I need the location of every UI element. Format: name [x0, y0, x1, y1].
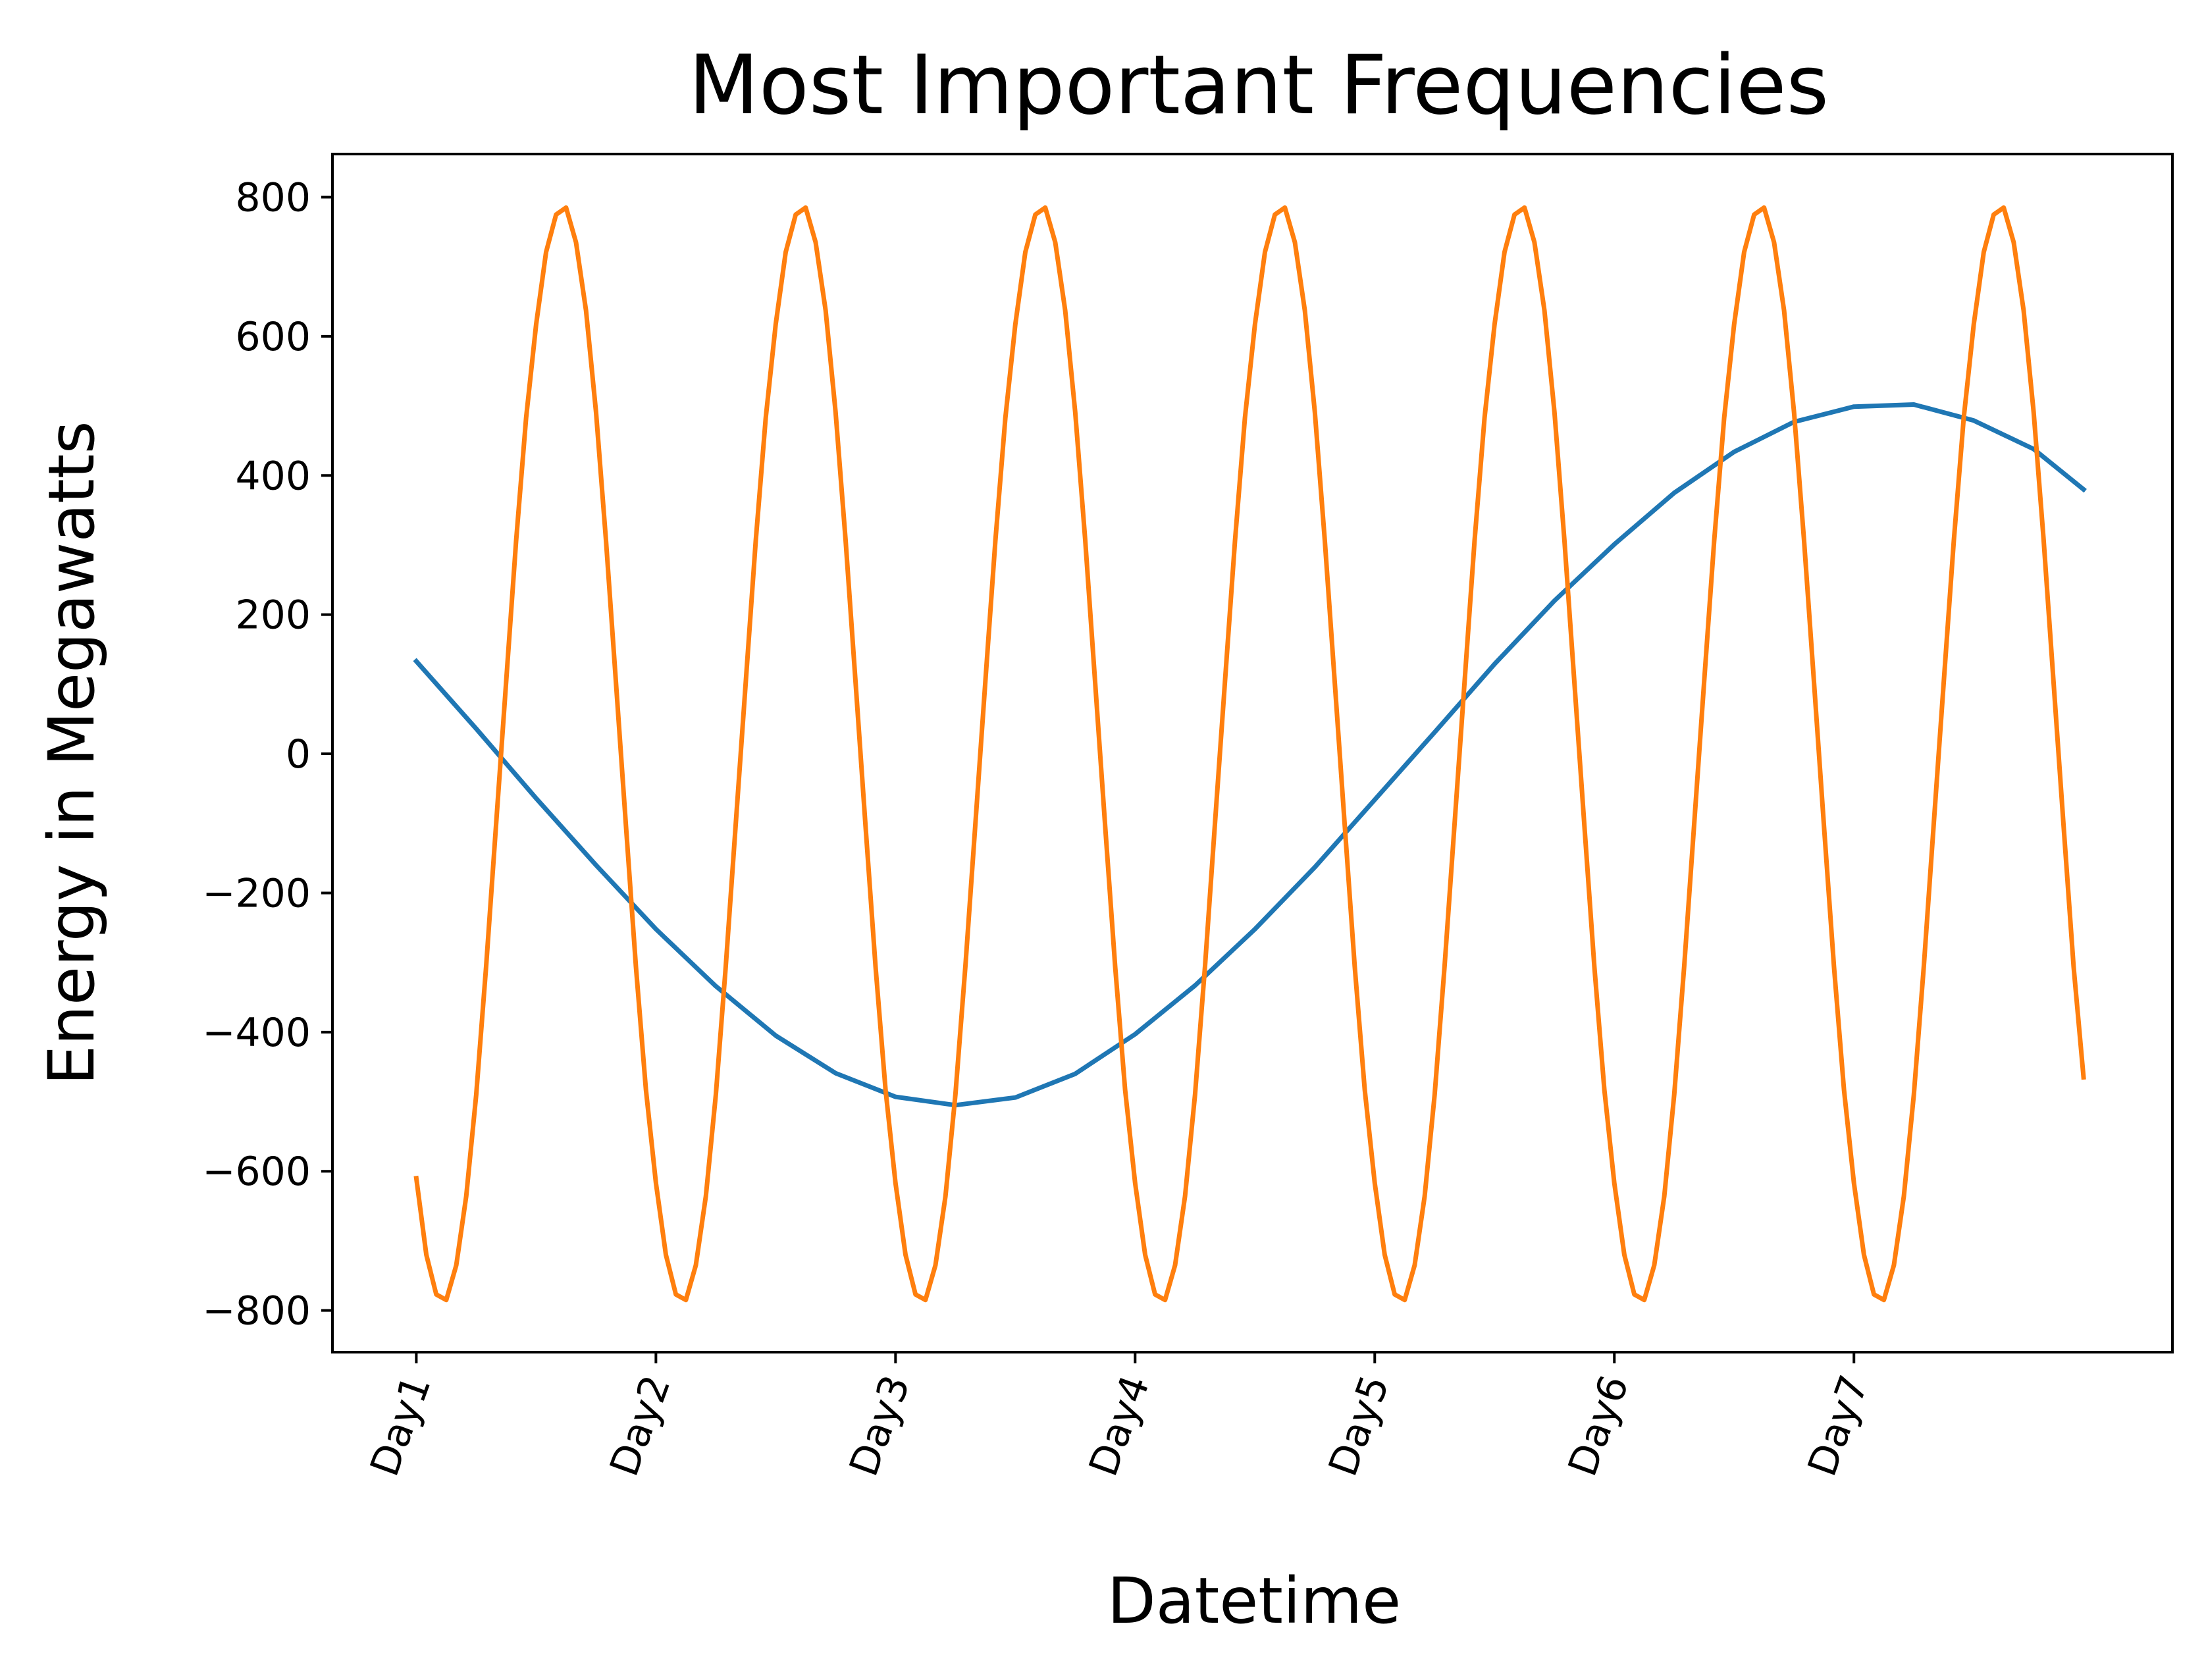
- series-line-2: [413, 205, 2086, 1303]
- chart-title: Most Important Frequencies: [689, 38, 1829, 133]
- y-tick-label: −800: [202, 1288, 311, 1334]
- y-tick-label: 800: [235, 175, 311, 221]
- y-tick-label: 600: [235, 314, 311, 360]
- y-axis: −800 −600 −400 −200 0 200 400 600 800: [202, 175, 332, 1334]
- series-layer: [413, 205, 2087, 1303]
- y-tick-label: 400: [235, 453, 311, 499]
- y-tick-label: −600: [202, 1149, 311, 1195]
- y-tick-label: 0: [286, 731, 311, 777]
- y-axis-label: Energy in Megawatts: [35, 421, 109, 1086]
- x-axis-label: Datetime: [1107, 1564, 1401, 1638]
- y-tick-label: 200: [235, 592, 311, 639]
- y-tick-label: −200: [202, 870, 311, 916]
- y-tick-label: −400: [202, 1010, 311, 1056]
- series-line-1: [413, 402, 2087, 1108]
